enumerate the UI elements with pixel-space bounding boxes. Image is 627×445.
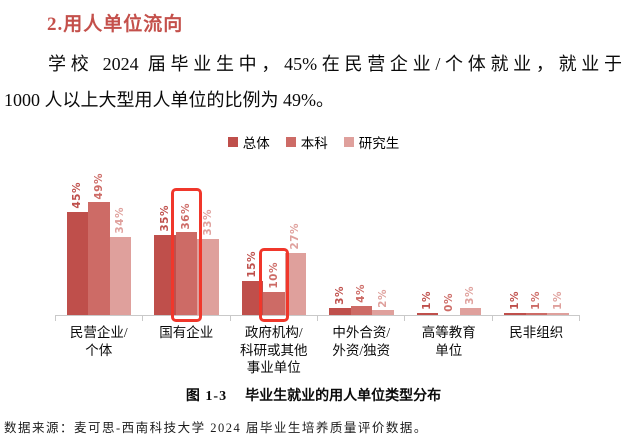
body-paragraph: 学校 2024 届毕业生中，45%在民营企业/个体就业，就业于 1000 人以上… — [4, 46, 622, 118]
bar-value-label: 36% — [180, 202, 193, 230]
bar-column: 36% — [171, 153, 202, 322]
legend-swatch-icon — [343, 137, 354, 147]
bar — [504, 312, 526, 315]
bar-column: 15% — [241, 153, 263, 315]
bar-value-label: 0% — [442, 293, 455, 312]
bar-value-label: 49% — [92, 172, 105, 200]
legend-item-undergrad: 本科 — [285, 132, 328, 152]
bar-value-label: 1% — [508, 290, 521, 310]
legend-swatch-icon — [285, 137, 296, 147]
bar-value-label: 1% — [530, 290, 543, 310]
bar-column: 45% — [66, 153, 88, 315]
legend-swatch-icon — [227, 137, 238, 147]
category-label: 高等教育 单位 — [421, 325, 476, 358]
bar — [66, 211, 88, 315]
bar — [263, 292, 285, 315]
bar-column: 49% — [88, 153, 110, 315]
bar-value-label: 33% — [201, 209, 214, 237]
bar-value-label: 3% — [464, 286, 477, 306]
category-label: 民非组织 — [509, 325, 564, 340]
bar-column: 3% — [459, 153, 481, 315]
caption-number: 图 1-3 — [185, 389, 228, 404]
bar-value-label: 1% — [551, 290, 564, 310]
bar-column: 2% — [372, 153, 394, 315]
bar-value-label: 45% — [71, 181, 84, 209]
bar-column: 10% — [258, 153, 289, 322]
bar — [350, 305, 372, 315]
bar-column: 1% — [547, 153, 569, 315]
bar-group: 45% 49% 34% — [55, 153, 143, 315]
bar-column: 4% — [350, 153, 372, 315]
bar-column: 1% — [504, 153, 526, 315]
axis-tick — [143, 316, 231, 321]
data-source-note: 数据来源：麦可思-西南科技大学 2024 届毕业生培养质量评价数据。 — [4, 421, 428, 435]
bar-column: 0% — [438, 153, 460, 315]
page-title: 2.用人单位流向 — [47, 14, 184, 35]
paragraph-line: 1000 人以上大型用人单位的比例为 49%。 — [4, 90, 334, 110]
axis-tick-row — [55, 316, 580, 321]
bar-column: 1% — [525, 153, 547, 315]
plot-area: 45% 49% 34% 35% 36% 33% 15% 10% 27% 3% 4% 2% 1% 0% 3% 1… — [55, 153, 581, 322]
bar-column: 35% — [154, 153, 176, 315]
category-label: 政府机构/科研或其他 事业单位 — [240, 325, 308, 375]
bar-group: 15% 10% 27% — [230, 153, 318, 322]
bar — [284, 252, 306, 315]
bar-value-label: 2% — [376, 288, 389, 308]
bar-chart: 45% 49% 34% 35% 36% 33% 15% 10% 27% 3% 4% 2% 1% 0% 3% 1… — [55, 153, 580, 377]
figure-caption: 图 1-3 毕业生就业的用人单位类型分布 — [0, 385, 627, 405]
legend-label: 研究生 — [358, 136, 400, 151]
bar-column: 33% — [197, 153, 219, 315]
axis-tick — [318, 316, 406, 321]
category-label: 中外合资/外资/独资 — [332, 325, 391, 358]
paragraph-line: 学校 2024 届毕业生中，45%在民营企业/个体就业，就业于 — [48, 54, 622, 74]
bar-value-label: 4% — [355, 283, 368, 303]
legend-item-postgrad: 研究生 — [343, 132, 400, 152]
bar — [416, 312, 438, 315]
bar — [197, 239, 219, 315]
bar-value-label: 35% — [158, 204, 171, 232]
bar — [329, 308, 351, 315]
bar-group: 1% 1% 1% — [493, 153, 581, 315]
legend-label: 本科 — [300, 136, 328, 151]
bar-value-label: 1% — [421, 290, 434, 310]
bar-value-label: 34% — [114, 207, 127, 234]
bar — [241, 280, 263, 315]
bar — [109, 236, 131, 315]
axis-tick — [493, 316, 580, 321]
category-axis: 民营企业/个体 国有企业 政府机构/科研或其他 事业单位 中外合资/外资/独资 高等教育单… — [55, 324, 580, 377]
bar — [175, 232, 197, 315]
bar — [547, 312, 569, 315]
bar — [459, 308, 481, 315]
axis-tick — [55, 316, 144, 321]
bar-value-label: 10% — [267, 262, 280, 289]
category-label: 国有企业 — [159, 325, 214, 340]
bar-value-label: 15% — [246, 250, 259, 278]
legend-label: 总体 — [242, 136, 270, 151]
bar — [525, 312, 547, 315]
bar-value-label: 3% — [333, 286, 346, 306]
legend-item-overall: 总体 — [227, 132, 270, 152]
bar-group: 1% 0% 3% — [405, 153, 493, 315]
bar-column: 3% — [329, 153, 351, 315]
bar-group: 35% 36% 33% — [143, 153, 231, 322]
bar-column: 1% — [416, 153, 438, 315]
bar — [88, 202, 110, 315]
axis-tick — [405, 316, 493, 321]
chart-legend: 总体 本科 研究生 — [0, 132, 627, 152]
bar — [372, 310, 394, 315]
category-label: 民营企业/个体 — [69, 325, 128, 358]
bar-column: 34% — [109, 153, 131, 315]
bar-column: 27% — [284, 153, 306, 315]
bar-group: 3% 4% 2% — [318, 153, 406, 315]
caption-title: 毕业生就业的用人单位类型分布 — [245, 389, 442, 404]
bar — [154, 234, 176, 315]
axis-tick — [231, 316, 318, 321]
bar-value-label: 27% — [289, 223, 302, 250]
